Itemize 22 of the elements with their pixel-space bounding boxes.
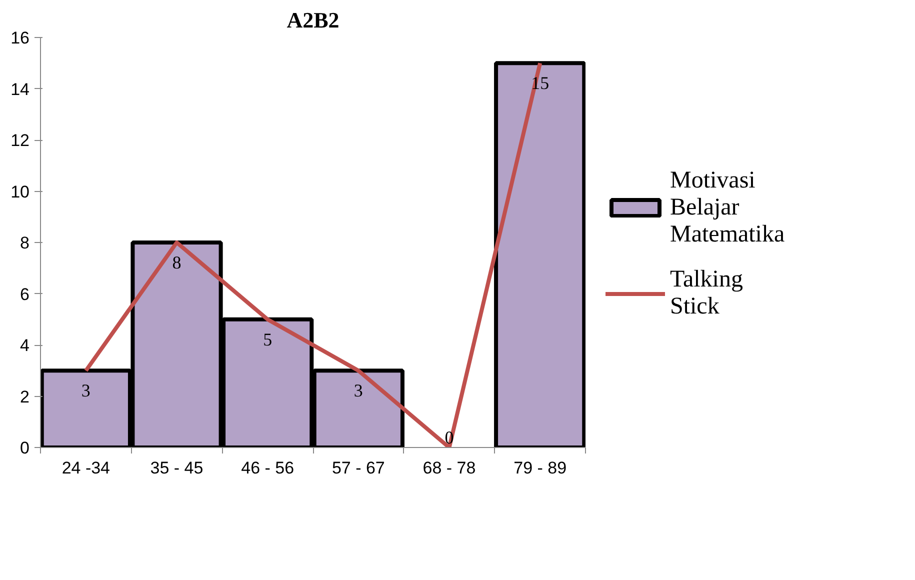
data-label: 3 bbox=[81, 380, 90, 401]
y-tick-label: 0 bbox=[20, 438, 30, 458]
y-tick-label: 10 bbox=[10, 182, 30, 202]
x-tick-label: 35 - 45 bbox=[150, 458, 204, 478]
legend-label: Talking Stick bbox=[670, 266, 743, 320]
y-tick-label: 4 bbox=[20, 336, 30, 355]
y-tick-label: 2 bbox=[20, 387, 30, 406]
data-label: 8 bbox=[172, 252, 182, 272]
y-tick-label: 6 bbox=[20, 284, 30, 304]
y-tick-label: 8 bbox=[20, 234, 30, 252]
data-label: 5 bbox=[263, 329, 272, 350]
x-tick-label: 57 - 67 bbox=[332, 458, 385, 478]
x-tick-label: 46 - 56 bbox=[241, 458, 294, 478]
y-tick-label: 16 bbox=[10, 28, 30, 48]
legend-label: Motivasi Belajar Matematika bbox=[670, 167, 785, 248]
chart-title: A2B2 bbox=[286, 8, 340, 32]
y-tick-label: 14 bbox=[10, 80, 30, 99]
x-tick-label: 79 - 89 bbox=[514, 458, 567, 478]
data-label: 3 bbox=[354, 380, 363, 401]
x-tick-label: 68 - 78 bbox=[422, 458, 476, 478]
y-tick-label: 12 bbox=[10, 131, 30, 150]
x-tick-label: 24 -34 bbox=[62, 458, 110, 478]
